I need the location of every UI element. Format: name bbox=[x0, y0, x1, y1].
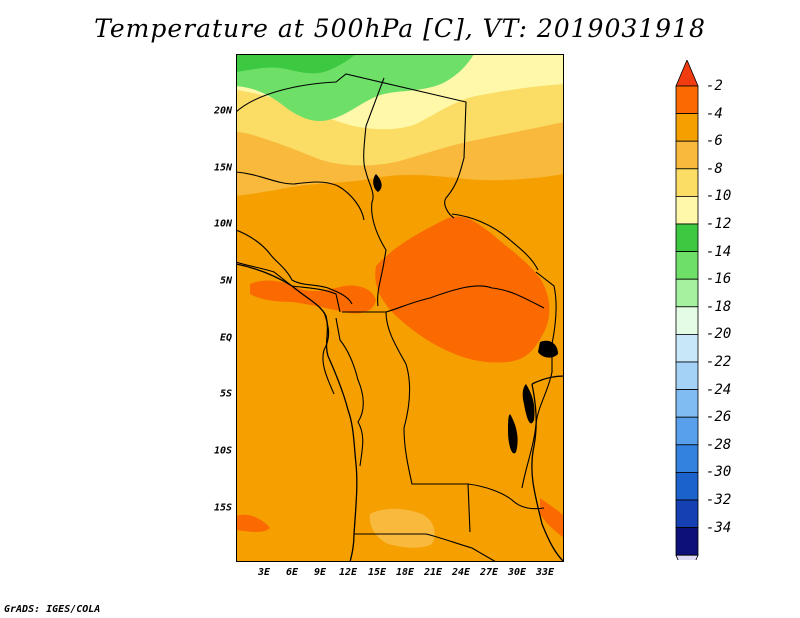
colorbar-segment bbox=[675, 223, 699, 253]
colorbar-segment bbox=[675, 168, 699, 197]
lon-label-33e: 33E bbox=[535, 567, 555, 578]
colorbar-label: -20 bbox=[706, 326, 732, 343]
colorbar-label: -18 bbox=[706, 298, 732, 315]
patch-minus-6-south bbox=[369, 508, 435, 548]
lon-label-24e: 24E bbox=[451, 567, 471, 578]
lat-label-5n: 5N bbox=[219, 275, 232, 287]
colorbar bbox=[675, 60, 699, 560]
colorbar-label: -12 bbox=[706, 216, 732, 232]
colorbar-label: -32 bbox=[706, 492, 732, 508]
lon-label-15e: 15E bbox=[367, 567, 387, 578]
colorbar-segment bbox=[675, 527, 699, 556]
lon-label-6e: 6E bbox=[285, 567, 299, 578]
colorbar-segment bbox=[675, 113, 699, 142]
colorbar-label: -24 bbox=[706, 381, 732, 398]
lon-label-21e: 21E bbox=[423, 567, 443, 578]
lat-label-15n: 15N bbox=[213, 162, 232, 174]
band-minus-14-core bbox=[236, 54, 356, 74]
grads-credit: GrADS: IGES/COLA bbox=[4, 604, 101, 615]
lakes bbox=[373, 174, 558, 454]
colorbar-segment bbox=[675, 278, 699, 308]
core-minus-4-southwest bbox=[236, 514, 270, 532]
colorbar-segment bbox=[675, 471, 699, 501]
plot-title: Temperature at 500hPa [C], VT: 201903191… bbox=[94, 14, 706, 43]
colorbar-label: -16 bbox=[706, 271, 732, 288]
colorbar-segment bbox=[675, 416, 699, 446]
lon-label-30e: 30E bbox=[507, 567, 527, 578]
lat-label-15s: 15S bbox=[213, 502, 232, 514]
colorbar-label: -14 bbox=[706, 243, 732, 260]
lat-label-eq: EQ bbox=[219, 332, 232, 344]
colorbar-label: -4 bbox=[706, 105, 723, 122]
temperature-map bbox=[236, 54, 564, 562]
coastline bbox=[236, 263, 564, 562]
colorbar-label: -28 bbox=[706, 436, 732, 453]
colorbar-segment bbox=[675, 85, 699, 115]
colorbar-segment bbox=[675, 251, 699, 280]
lat-label-20n: 20N bbox=[213, 105, 232, 117]
colorbar-segment bbox=[675, 306, 699, 335]
colorbar-label: -30 bbox=[706, 464, 732, 481]
core-minus-4-west bbox=[250, 280, 376, 314]
colorbar-label: -6 bbox=[706, 133, 723, 150]
colorbar-segment bbox=[675, 389, 699, 418]
lat-label-10n: 10N bbox=[213, 218, 232, 230]
colorbar-top-triangle bbox=[675, 60, 699, 87]
colorbar-label: -26 bbox=[706, 409, 732, 426]
colorbar-label: -34 bbox=[706, 519, 732, 536]
lon-label-18e: 18E bbox=[395, 567, 415, 578]
core-minus-4-central bbox=[375, 216, 550, 363]
band-minus-12-ne bbox=[474, 54, 564, 84]
colorbar-segment bbox=[675, 333, 699, 363]
colorbar-label: -2 bbox=[706, 78, 723, 94]
lon-label-3e: 3E bbox=[257, 567, 271, 578]
map-frame bbox=[236, 54, 564, 562]
colorbar-label: -22 bbox=[706, 354, 732, 370]
colorbar-segment bbox=[675, 195, 699, 225]
colorbar-label: -10 bbox=[706, 188, 732, 205]
colorbar-label: -8 bbox=[706, 160, 723, 177]
lon-label-27e: 27E bbox=[479, 567, 499, 578]
colorbar-segment bbox=[675, 499, 699, 529]
lon-label-12e: 12E bbox=[338, 567, 358, 578]
core-minus-4-southeast bbox=[540, 498, 564, 538]
colorbar-segment bbox=[675, 444, 699, 473]
lat-label-10s: 10S bbox=[213, 445, 232, 457]
colorbar-segment bbox=[675, 361, 699, 391]
colorbar-segment bbox=[675, 140, 699, 170]
lon-label-9e: 9E bbox=[313, 567, 327, 578]
lat-label-5s: 5S bbox=[219, 388, 232, 400]
colorbar-bottom-triangle bbox=[675, 554, 699, 560]
